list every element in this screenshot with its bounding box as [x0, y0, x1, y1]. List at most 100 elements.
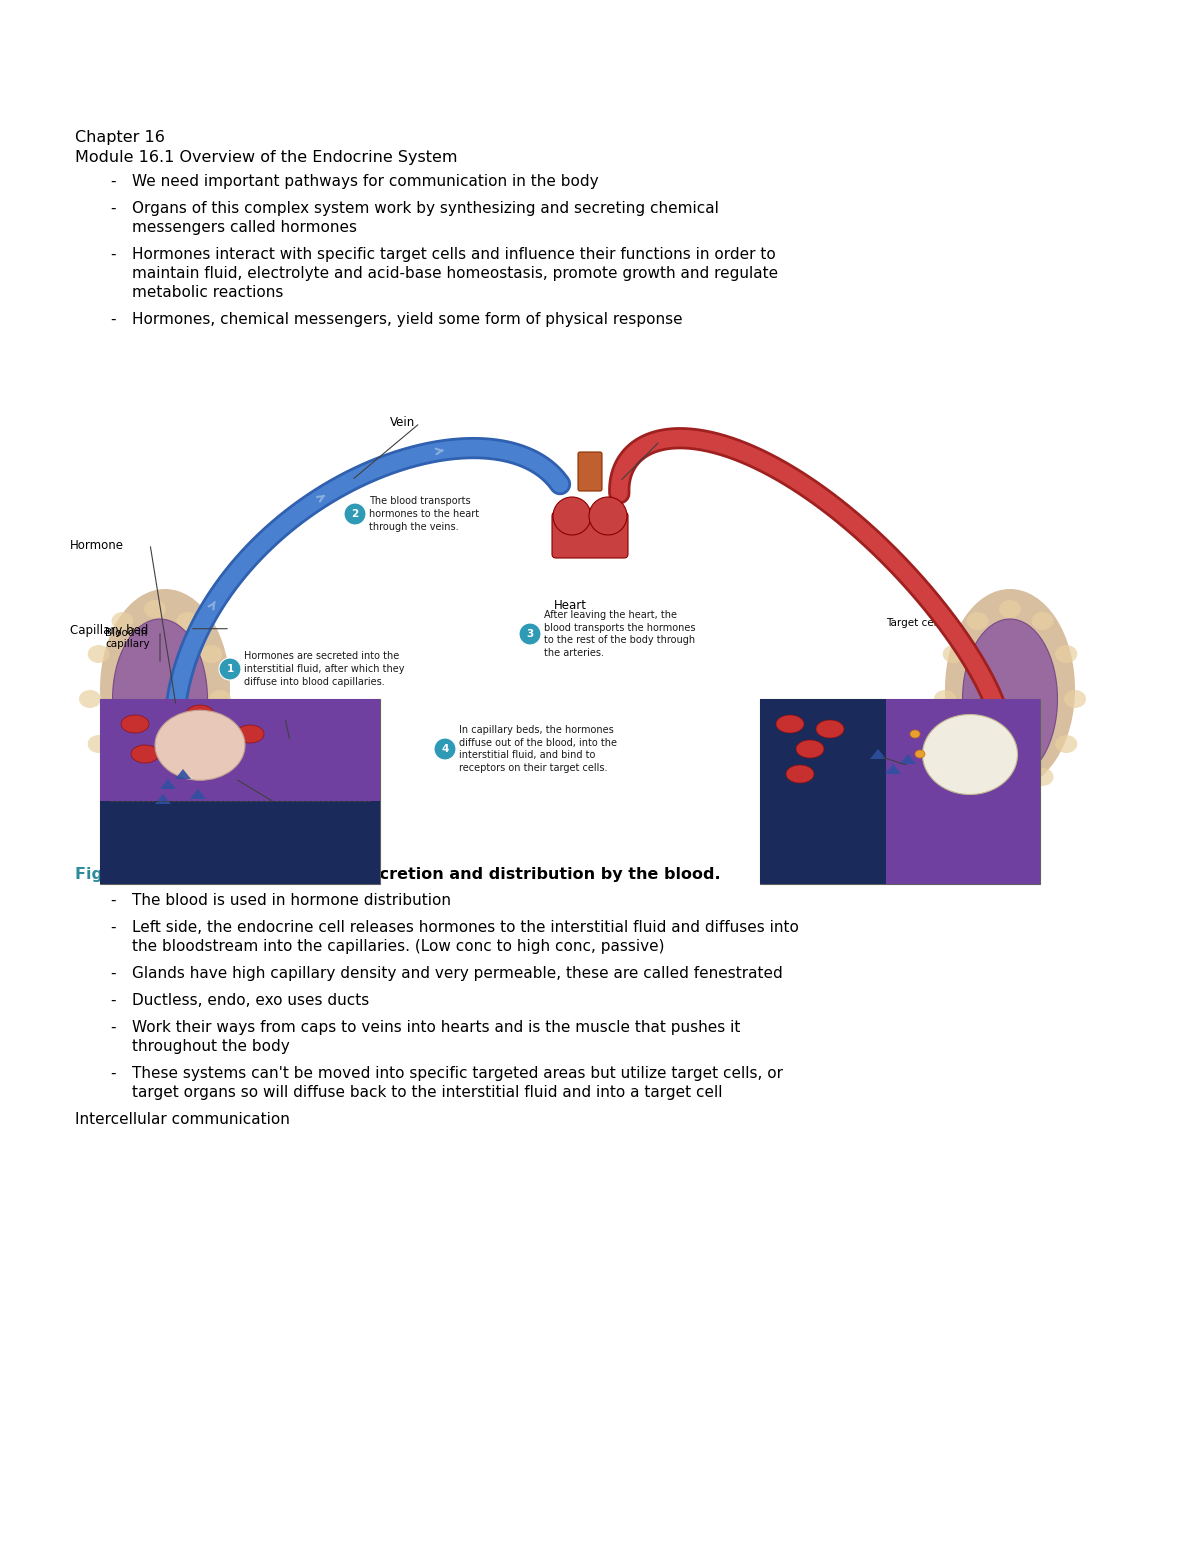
FancyBboxPatch shape — [100, 699, 380, 801]
Ellipse shape — [200, 644, 222, 663]
Text: Ductless, endo, exo uses ducts: Ductless, endo, exo uses ducts — [132, 992, 370, 1008]
Text: Work their ways from caps to veins into hearts and is the muscle that pushes it: Work their ways from caps to veins into … — [132, 1020, 740, 1034]
FancyBboxPatch shape — [886, 699, 1040, 884]
Text: Target cell: Target cell — [886, 618, 940, 627]
Text: -: - — [110, 1065, 115, 1081]
Ellipse shape — [200, 735, 222, 753]
Text: Organs of this complex system work by synthesizing and secreting chemical: Organs of this complex system work by sy… — [132, 200, 719, 216]
Text: Vein: Vein — [390, 416, 415, 429]
Ellipse shape — [796, 739, 824, 758]
Text: metabolic reactions: metabolic reactions — [132, 286, 283, 300]
Text: throughout the body: throughout the body — [132, 1039, 289, 1054]
Ellipse shape — [176, 612, 198, 631]
Ellipse shape — [943, 735, 965, 753]
Text: Overview of hormone secretion and distribution by the blood.: Overview of hormone secretion and distri… — [154, 867, 721, 882]
Text: Hormones interact with specific target cells and influence their functions in or: Hormones interact with specific target c… — [132, 247, 775, 262]
Ellipse shape — [209, 690, 230, 708]
Ellipse shape — [112, 767, 133, 786]
Text: messengers called hormones: messengers called hormones — [132, 221, 358, 235]
Circle shape — [520, 623, 541, 644]
Ellipse shape — [776, 714, 804, 733]
Text: -: - — [110, 992, 115, 1008]
Ellipse shape — [943, 644, 965, 663]
Text: 2: 2 — [352, 509, 359, 519]
Ellipse shape — [998, 599, 1021, 618]
Text: -: - — [110, 893, 115, 909]
Ellipse shape — [816, 721, 844, 738]
Text: These systems can't be moved into specific targeted areas but utilize target cel: These systems can't be moved into specif… — [132, 1065, 784, 1081]
Text: -: - — [110, 312, 115, 328]
Text: Hormones are secreted into the
interstitial fluid, after which they
diffuse into: Hormones are secreted into the interstit… — [244, 651, 404, 686]
Ellipse shape — [112, 612, 133, 631]
Ellipse shape — [962, 620, 1057, 780]
Polygon shape — [886, 764, 901, 773]
Text: Glands have high capillary density and very permeable, these are called fenestra: Glands have high capillary density and v… — [132, 966, 782, 981]
Ellipse shape — [553, 497, 592, 534]
Ellipse shape — [144, 599, 166, 618]
FancyBboxPatch shape — [100, 801, 380, 884]
Ellipse shape — [236, 725, 264, 742]
Text: 1: 1 — [227, 665, 234, 674]
Ellipse shape — [786, 766, 814, 783]
Text: maintain fluid, electrolyte and acid-base homeostasis, promote growth and regula: maintain fluid, electrolyte and acid-bas… — [132, 266, 778, 281]
FancyBboxPatch shape — [578, 452, 602, 491]
Text: 3: 3 — [527, 629, 534, 638]
Text: -: - — [110, 966, 115, 981]
Ellipse shape — [79, 690, 101, 708]
Ellipse shape — [1032, 612, 1054, 631]
Text: Chapter 16: Chapter 16 — [74, 130, 164, 144]
Text: The blood transports
hormones to the heart
through the veins.: The blood transports hormones to the hea… — [370, 497, 479, 531]
Text: the bloodstream into the capillaries. (Low conc to high conc, passive): the bloodstream into the capillaries. (L… — [132, 940, 665, 954]
Text: The blood is used in hormone distribution: The blood is used in hormone distributio… — [132, 893, 451, 909]
Ellipse shape — [589, 497, 628, 534]
Ellipse shape — [923, 714, 1018, 795]
FancyBboxPatch shape — [760, 699, 1040, 884]
Ellipse shape — [88, 644, 109, 663]
Ellipse shape — [916, 750, 925, 758]
Text: After leaving the heart, the
blood transports the hormones
to the rest of the bo: After leaving the heart, the blood trans… — [544, 610, 696, 658]
Ellipse shape — [1032, 767, 1054, 786]
Polygon shape — [155, 794, 172, 804]
Text: In capillary beds, the hormones
diffuse out of the blood, into the
interstitial : In capillary beds, the hormones diffuse … — [458, 725, 617, 773]
FancyBboxPatch shape — [760, 699, 886, 884]
Polygon shape — [870, 749, 886, 759]
Text: -: - — [110, 174, 115, 189]
Text: -: - — [110, 919, 115, 935]
Text: Figure 16.1: Figure 16.1 — [74, 867, 179, 882]
Text: 4: 4 — [442, 744, 449, 755]
Text: Module 16.1 Overview of the Endocrine System: Module 16.1 Overview of the Endocrine Sy… — [74, 151, 457, 165]
Ellipse shape — [966, 767, 989, 786]
Circle shape — [434, 738, 456, 759]
Ellipse shape — [966, 612, 989, 631]
Ellipse shape — [186, 705, 214, 724]
Ellipse shape — [131, 745, 158, 763]
Text: target organs so will diffuse back to the interstitial fluid and into a target c: target organs so will diffuse back to th… — [132, 1086, 722, 1100]
Ellipse shape — [100, 589, 230, 789]
Text: Left side, the endocrine cell releases hormones to the interstitial fluid and di: Left side, the endocrine cell releases h… — [132, 919, 799, 935]
Text: -: - — [110, 1020, 115, 1034]
Ellipse shape — [216, 739, 244, 758]
Text: Endocrine cel: Endocrine cel — [260, 702, 331, 713]
Polygon shape — [900, 755, 916, 764]
Text: Interstitial fluid: Interstitial fluid — [235, 773, 314, 783]
Circle shape — [344, 503, 366, 525]
Ellipse shape — [144, 780, 166, 798]
Polygon shape — [190, 789, 206, 798]
Ellipse shape — [1064, 690, 1086, 708]
Ellipse shape — [155, 710, 245, 780]
Text: Blood in
capillary: Blood in capillary — [106, 627, 150, 649]
Circle shape — [220, 658, 241, 680]
Ellipse shape — [121, 714, 149, 733]
Text: Hormone: Hormone — [70, 539, 124, 551]
Ellipse shape — [88, 735, 109, 753]
Text: Receptor: Receptor — [774, 755, 821, 764]
Ellipse shape — [176, 767, 198, 786]
Ellipse shape — [910, 730, 920, 738]
Text: Artery: Artery — [660, 433, 697, 447]
Ellipse shape — [998, 780, 1021, 798]
Ellipse shape — [1055, 735, 1078, 753]
Text: Hormones, chemical messengers, yield some form of physical response: Hormones, chemical messengers, yield som… — [132, 312, 683, 328]
Ellipse shape — [113, 620, 208, 780]
FancyBboxPatch shape — [100, 699, 380, 884]
Text: Capillary bed: Capillary bed — [70, 624, 149, 637]
